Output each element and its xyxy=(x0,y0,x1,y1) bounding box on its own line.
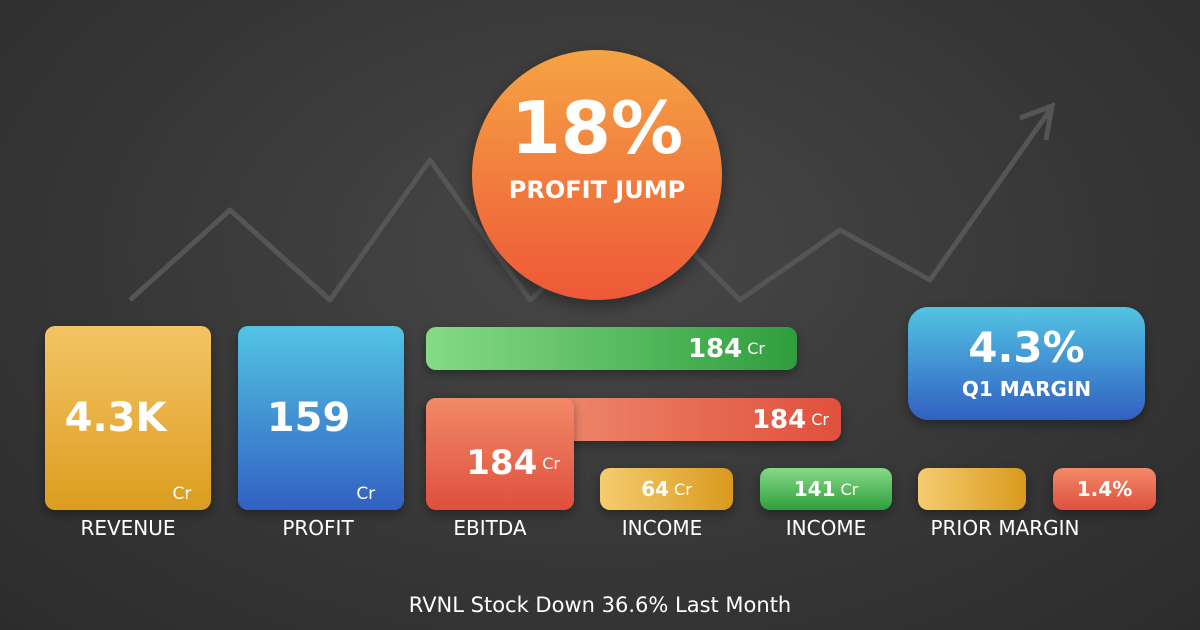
revenue-label: REVENUE xyxy=(80,516,176,540)
prior-margin-tile: 1.4% xyxy=(1053,468,1156,510)
q1-margin-tile: 4.3% Q1 MARGIN xyxy=(908,307,1145,420)
prior-margin-label: PRIOR MARGIN xyxy=(930,516,1080,540)
income-unit: Cr xyxy=(674,479,692,499)
ebitda-tile: 184 Cr xyxy=(426,398,574,510)
revenue-unit: Cr xyxy=(172,484,192,504)
ebitda-value: 184 xyxy=(466,443,538,483)
ebitda-unit: Cr xyxy=(542,453,560,473)
ebitda-bar-unit: Cr xyxy=(747,339,765,358)
profit-value: 159 xyxy=(266,395,351,441)
profit-jump-badge: 18% PROFIT JUMP xyxy=(472,50,722,300)
income-label: INCOME xyxy=(621,516,703,540)
income-tile: 64 Cr xyxy=(600,468,733,510)
badge-value: 18% xyxy=(510,86,684,170)
income-tile: 141 Cr xyxy=(760,468,892,510)
profit-label: PROFIT xyxy=(282,516,354,540)
income-label: INCOME xyxy=(785,516,867,540)
ebitda-bar-value: 184 xyxy=(687,333,743,364)
q1-margin-value: 4.3% xyxy=(968,322,1085,372)
ebitda-bar-unit: Cr xyxy=(811,410,829,429)
badge-label: PROFIT JUMP xyxy=(508,176,686,204)
revenue-value: 4.3K xyxy=(64,395,167,441)
prior-margin-block xyxy=(918,468,1026,510)
income-value: 64 xyxy=(641,477,670,501)
footer: RVNL Stock Down 36.6% Last Month xyxy=(408,593,792,617)
income-unit: Cr xyxy=(840,479,859,499)
ebitda-label: EBITDA xyxy=(453,516,527,540)
ebitda-bar: 184 Cr xyxy=(426,327,797,370)
ebitda-bar-value: 184 xyxy=(751,404,807,435)
income-value: 141 xyxy=(793,477,836,501)
profit-tile: 159 Cr xyxy=(238,326,404,510)
profit-unit: Cr xyxy=(356,484,376,504)
revenue-tile: 4.3K Cr xyxy=(45,326,211,510)
prior-margin-value: 1.4% xyxy=(1076,477,1133,501)
q1-margin-label: Q1 MARGIN xyxy=(961,376,1092,401)
